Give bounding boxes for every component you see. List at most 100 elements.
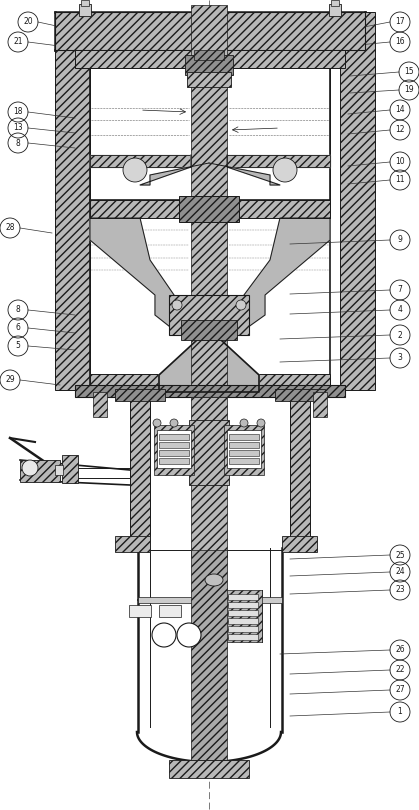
Text: 9: 9 (398, 236, 402, 245)
Bar (90, 200, 330, 218)
Bar (75, 385, 345, 397)
Bar (159, 450, 189, 456)
Bar (62, 455, 78, 483)
Text: 8: 8 (16, 305, 21, 314)
Bar (55, 12, 90, 390)
Bar (181, 320, 237, 340)
Bar (75, 50, 345, 68)
Bar (115, 389, 165, 401)
Circle shape (152, 623, 176, 647)
Circle shape (22, 460, 38, 476)
Bar (55, 465, 63, 475)
Bar (229, 434, 259, 440)
Bar (329, 4, 341, 16)
Bar (20, 460, 60, 482)
Bar (179, 196, 239, 222)
Bar (185, 55, 233, 75)
Bar (224, 425, 264, 475)
Bar (229, 442, 259, 448)
Text: 6: 6 (16, 323, 21, 332)
Bar (224, 590, 262, 642)
Bar (331, 0, 339, 6)
Bar (150, 397, 290, 550)
Polygon shape (227, 155, 330, 167)
Circle shape (273, 158, 297, 182)
Bar (159, 434, 189, 440)
Circle shape (153, 419, 161, 427)
Bar (228, 626, 258, 632)
Bar (79, 4, 91, 16)
Bar (191, 5, 227, 395)
Text: 28: 28 (5, 224, 15, 232)
Circle shape (170, 419, 178, 427)
Bar (159, 605, 181, 617)
Text: 7: 7 (398, 285, 402, 295)
Text: 27: 27 (395, 685, 405, 694)
Bar (228, 618, 258, 624)
Bar (115, 536, 150, 552)
Text: 14: 14 (395, 105, 405, 114)
Ellipse shape (205, 574, 223, 586)
Circle shape (257, 419, 265, 427)
Text: 2: 2 (398, 330, 402, 339)
Bar (55, 12, 365, 50)
Text: 12: 12 (395, 126, 405, 134)
Text: 20: 20 (23, 18, 33, 27)
Bar (228, 610, 258, 616)
Bar (130, 397, 150, 550)
Bar (169, 760, 249, 778)
Bar (194, 50, 224, 60)
Bar (157, 430, 191, 468)
Bar (138, 597, 282, 603)
Polygon shape (90, 218, 174, 330)
Bar (93, 392, 107, 417)
Polygon shape (159, 340, 259, 392)
Bar (282, 536, 317, 552)
Text: 19: 19 (404, 86, 414, 95)
Text: 16: 16 (395, 37, 405, 46)
Text: 8: 8 (16, 139, 21, 147)
Bar (90, 155, 330, 167)
Bar (191, 397, 227, 557)
Circle shape (172, 300, 182, 310)
Bar (159, 458, 189, 464)
Circle shape (123, 158, 147, 182)
Circle shape (240, 419, 248, 427)
Polygon shape (140, 155, 209, 185)
Bar (290, 397, 310, 550)
Bar (154, 425, 194, 475)
Bar (228, 594, 258, 600)
Text: 3: 3 (398, 353, 402, 363)
Text: 15: 15 (404, 67, 414, 76)
Bar (229, 458, 259, 464)
Polygon shape (137, 732, 282, 762)
Text: 25: 25 (395, 551, 405, 560)
Circle shape (236, 300, 246, 310)
Text: 4: 4 (398, 305, 402, 314)
Text: 17: 17 (395, 18, 405, 27)
Polygon shape (90, 155, 191, 167)
Bar (340, 12, 375, 390)
Circle shape (177, 623, 201, 647)
Bar (169, 295, 249, 335)
Polygon shape (244, 218, 330, 330)
Bar (187, 72, 231, 87)
Bar (275, 389, 325, 401)
Text: 10: 10 (395, 157, 405, 167)
Bar (191, 550, 227, 760)
Polygon shape (209, 155, 280, 185)
Bar (90, 68, 330, 200)
Bar (228, 602, 258, 608)
Bar (90, 374, 330, 392)
Text: 13: 13 (13, 123, 23, 133)
Bar (159, 442, 189, 448)
Text: 11: 11 (395, 176, 405, 185)
Text: 1: 1 (398, 707, 402, 717)
Text: 26: 26 (395, 646, 405, 654)
Bar (81, 0, 89, 6)
Text: 23: 23 (395, 586, 405, 595)
Text: 18: 18 (13, 108, 23, 117)
Bar (129, 605, 151, 617)
Text: 5: 5 (16, 342, 21, 351)
Bar (313, 392, 327, 417)
